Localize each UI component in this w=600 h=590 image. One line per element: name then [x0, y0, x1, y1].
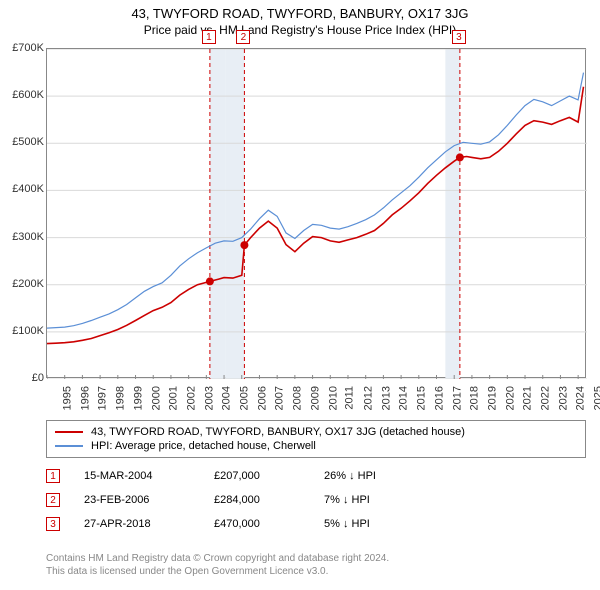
xtick-label: 2013 [380, 386, 392, 410]
xtick-label: 2002 [185, 386, 197, 410]
xtick-label: 2000 [150, 386, 162, 410]
ytick-label: £200K [12, 278, 44, 290]
xtick-label: 1996 [79, 386, 91, 410]
chart-plot-area [46, 48, 586, 378]
xtick-label: 2024 [575, 386, 587, 410]
xtick-label: 2010 [327, 386, 339, 410]
xtick-label: 2018 [469, 386, 481, 410]
sale-row: 1 15-MAR-2004£207,00026% ↓ HPI [46, 464, 586, 488]
attribution-line1: Contains HM Land Registry data © Crown c… [46, 552, 586, 565]
xtick-label: 2022 [540, 386, 552, 410]
sale-price: £470,000 [214, 518, 324, 530]
xtick-label: 2011 [344, 386, 356, 410]
sale-price: £284,000 [214, 494, 324, 506]
xtick-label: 2003 [203, 386, 215, 410]
xtick-label: 2005 [239, 386, 251, 410]
chart-title: 43, TWYFORD ROAD, TWYFORD, BANBURY, OX17… [0, 0, 600, 21]
xtick-label: 2016 [433, 386, 445, 410]
chart-subtitle: Price paid vs. HM Land Registry's House … [0, 21, 600, 41]
sale-row: 3 27-APR-2018£470,0005% ↓ HPI [46, 512, 586, 536]
sale-diff: 26% ↓ HPI [324, 470, 444, 482]
xtick-label: 2020 [504, 386, 516, 410]
xtick-label: 2025 [593, 386, 600, 410]
chart-container: 43, TWYFORD ROAD, TWYFORD, BANBURY, OX17… [0, 0, 600, 590]
sale-marker-1: 1 [202, 30, 216, 44]
xtick-label: 2019 [486, 386, 498, 410]
sale-marker-3: 3 [452, 30, 466, 44]
xtick-label: 2015 [416, 386, 428, 410]
xtick-label: 2021 [522, 386, 534, 410]
xtick-label: 2009 [309, 386, 321, 410]
legend-label: 43, TWYFORD ROAD, TWYFORD, BANBURY, OX17… [91, 426, 465, 438]
sale-date: 27-APR-2018 [84, 518, 214, 530]
sale-diff: 7% ↓ HPI [324, 494, 444, 506]
ytick-label: £300K [12, 231, 44, 243]
legend-label: HPI: Average price, detached house, Cher… [91, 440, 316, 452]
ytick-label: £100K [12, 325, 44, 337]
xtick-label: 1999 [132, 386, 144, 410]
ytick-label: £700K [12, 42, 44, 54]
sale-row-marker: 3 [46, 517, 60, 531]
sales-table: 1 15-MAR-2004£207,00026% ↓ HPI 2 23-FEB-200… [46, 464, 586, 536]
xtick-label: 2012 [362, 386, 374, 410]
legend-swatch [55, 431, 83, 433]
sale-diff: 5% ↓ HPI [324, 518, 444, 530]
legend: 43, TWYFORD ROAD, TWYFORD, BANBURY, OX17… [46, 420, 586, 458]
sale-row: 2 23-FEB-2006£284,0007% ↓ HPI [46, 488, 586, 512]
chart-svg [47, 49, 587, 379]
ytick-label: £400K [12, 183, 44, 195]
attribution: Contains HM Land Registry data © Crown c… [46, 552, 586, 578]
sale-price: £207,000 [214, 470, 324, 482]
xtick-label: 1998 [115, 386, 127, 410]
legend-item: 43, TWYFORD ROAD, TWYFORD, BANBURY, OX17… [55, 425, 577, 439]
xtick-label: 2014 [398, 386, 410, 410]
legend-item: HPI: Average price, detached house, Cher… [55, 439, 577, 453]
xtick-label: 2017 [451, 386, 463, 410]
xtick-label: 2023 [557, 386, 569, 410]
ytick-label: £500K [12, 136, 44, 148]
xtick-label: 2007 [274, 386, 286, 410]
sale-row-marker: 1 [46, 469, 60, 483]
xtick-label: 2008 [292, 386, 304, 410]
xtick-label: 2006 [256, 386, 268, 410]
xtick-label: 2001 [168, 386, 180, 410]
attribution-line2: This data is licensed under the Open Gov… [46, 565, 586, 578]
sale-row-marker: 2 [46, 493, 60, 507]
sale-date: 23-FEB-2006 [84, 494, 214, 506]
sale-date: 15-MAR-2004 [84, 470, 214, 482]
sale-marker-2: 2 [236, 30, 250, 44]
ytick-label: £0 [32, 372, 44, 384]
xtick-label: 2004 [221, 386, 233, 410]
ytick-label: £600K [12, 89, 44, 101]
legend-swatch [55, 445, 83, 447]
xtick-label: 1997 [97, 386, 109, 410]
xtick-label: 1995 [61, 386, 73, 410]
